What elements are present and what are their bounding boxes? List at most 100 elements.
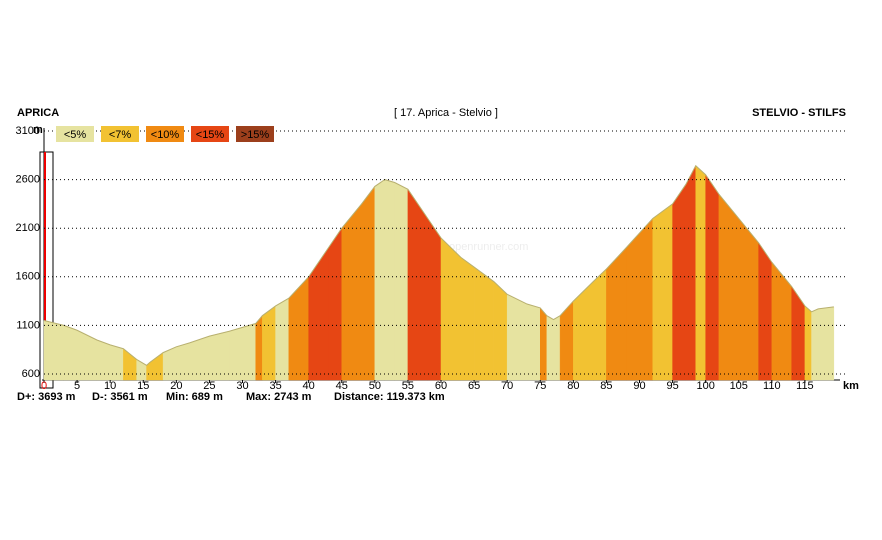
slope-segment	[361, 185, 376, 381]
x-tick-label: 20	[170, 380, 182, 392]
slope-segment	[407, 188, 429, 381]
slope-segment	[109, 344, 124, 381]
slope-segment	[374, 179, 386, 381]
stat: Min: 689 m	[166, 391, 223, 403]
x-tick-label: 15	[137, 380, 149, 392]
slope-segment	[540, 307, 548, 381]
slope-segment	[262, 305, 276, 381]
slope-segment	[149, 352, 164, 381]
slope-segment	[738, 217, 759, 381]
start-label: APRICA	[17, 107, 59, 119]
slope-segment	[176, 342, 190, 381]
slope-segment	[473, 266, 495, 381]
slope-segment	[791, 285, 806, 381]
slope-segment	[652, 203, 673, 381]
x-tick-label: 70	[501, 380, 513, 392]
slope-segment	[606, 247, 627, 381]
y-unit: m	[33, 124, 43, 136]
x-unit: km	[843, 380, 859, 392]
legend-swatch	[236, 126, 274, 142]
slope-segment	[427, 217, 442, 381]
slope-segment	[384, 179, 395, 381]
x-tick-label: 75	[534, 380, 546, 392]
stat: Distance: 119.373 km	[334, 391, 445, 403]
slope-segment	[718, 193, 739, 381]
x-tick-label: 80	[567, 380, 579, 392]
x-tick-label: 55	[402, 380, 414, 392]
x-tick-label: 90	[633, 380, 645, 392]
legend-swatch	[146, 126, 184, 142]
slope-segment	[705, 173, 720, 381]
slope-segment	[626, 232, 640, 381]
y-tick-label: 600	[22, 368, 40, 380]
cursor-box	[39, 151, 54, 389]
legend-label: <10%	[151, 129, 180, 141]
slope-segment	[639, 217, 653, 381]
x-tick-label: 60	[435, 380, 447, 392]
stat: Max: 2743 m	[246, 391, 312, 403]
slope-segment	[695, 165, 706, 381]
slope-segment	[506, 293, 528, 381]
legend-label: <7%	[109, 129, 132, 141]
x-tick-label: 110	[763, 380, 781, 392]
slope-segment	[573, 281, 594, 381]
slope-segment	[493, 281, 508, 381]
x-tick-label: 115	[796, 380, 814, 392]
slope-segment	[811, 308, 819, 381]
stat: D+: 3693 m	[17, 391, 76, 403]
x-tick-label: 100	[696, 380, 714, 392]
x-tick-label: 25	[203, 380, 215, 392]
x-tick-label: 0	[41, 380, 47, 392]
slope-segment	[341, 203, 362, 381]
slope-segment	[817, 306, 835, 381]
y-tick-label: 2100	[16, 222, 40, 234]
legend-swatch	[101, 126, 139, 142]
x-tick-label: 95	[666, 380, 678, 392]
slope-segment	[685, 165, 696, 381]
legend-label: <15%	[196, 129, 225, 141]
x-tick-label: 5	[74, 380, 80, 392]
x-tick-label: 40	[303, 380, 315, 392]
legend-swatch	[56, 126, 94, 142]
slope-segment	[460, 256, 475, 381]
x-tick-label: 50	[369, 380, 381, 392]
y-tick-label: 2600	[16, 174, 40, 186]
slope-segment	[189, 335, 210, 381]
slope-segment	[229, 327, 243, 381]
x-tick-label: 10	[104, 380, 116, 392]
x-tick-label: 30	[236, 380, 248, 392]
y-tick-label: 1100	[16, 319, 40, 331]
slope-segment	[123, 348, 137, 381]
slope-segment	[76, 329, 98, 381]
end-label: STELVIO - STILFS	[752, 107, 846, 119]
stat: D-: 3561 m	[92, 391, 148, 403]
slope-segment	[209, 330, 230, 381]
x-tick-label: 65	[468, 380, 480, 392]
x-tick-label: 105	[730, 380, 748, 392]
legend-label: >15%	[241, 129, 270, 141]
y-tick-label: 3100	[16, 125, 40, 137]
x-tick-label: 85	[600, 380, 612, 392]
slope-segment	[592, 268, 607, 381]
slope-segment	[672, 183, 687, 381]
slope-segment	[758, 241, 773, 381]
slope-segment	[394, 182, 409, 381]
slope-segment	[804, 305, 812, 381]
slope-segment	[771, 261, 792, 381]
slope-segment	[440, 237, 462, 381]
slope-segment	[275, 297, 290, 381]
slope-segment	[288, 276, 309, 381]
x-tick-label: 35	[269, 380, 281, 392]
y-tick-label: 1600	[16, 271, 40, 283]
x-tick-label: 45	[336, 380, 348, 392]
legend-swatch	[191, 126, 229, 142]
slope-segment	[242, 323, 256, 381]
legend-label: <5%	[64, 129, 87, 141]
slope-segment	[308, 246, 329, 381]
profile-line	[43, 164, 834, 366]
slope-segment	[526, 303, 541, 381]
slope-segment	[63, 325, 78, 381]
slope-segment	[43, 320, 65, 381]
slope-segment	[328, 227, 342, 381]
